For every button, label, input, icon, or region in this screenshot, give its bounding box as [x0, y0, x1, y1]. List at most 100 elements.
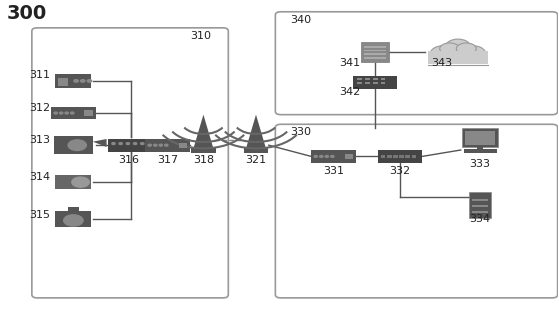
Bar: [244, 148, 268, 153]
Circle shape: [80, 80, 85, 82]
Bar: [178, 143, 187, 148]
Text: 300: 300: [6, 4, 46, 23]
Bar: [373, 78, 378, 80]
Bar: [364, 46, 386, 48]
Circle shape: [325, 155, 329, 157]
Text: 315: 315: [30, 210, 51, 220]
Circle shape: [456, 43, 476, 55]
Circle shape: [154, 144, 157, 146]
Circle shape: [64, 215, 83, 226]
Bar: [365, 78, 370, 80]
Bar: [357, 82, 362, 84]
Bar: [393, 154, 397, 158]
Bar: [361, 42, 389, 62]
Polygon shape: [193, 115, 214, 149]
Bar: [465, 131, 495, 145]
Circle shape: [446, 39, 470, 53]
Bar: [54, 136, 93, 154]
Bar: [381, 154, 386, 158]
Text: 310: 310: [190, 31, 211, 41]
Text: 343: 343: [431, 58, 452, 68]
Circle shape: [148, 144, 151, 146]
Bar: [477, 146, 483, 150]
Bar: [84, 111, 93, 116]
Text: 321: 321: [245, 155, 267, 165]
Circle shape: [134, 143, 137, 145]
Bar: [399, 154, 404, 158]
Bar: [191, 148, 216, 153]
Circle shape: [54, 112, 58, 114]
Text: 333: 333: [470, 160, 491, 169]
FancyBboxPatch shape: [276, 124, 558, 298]
Bar: [463, 149, 497, 152]
Bar: [344, 154, 353, 159]
Text: 331: 331: [323, 166, 344, 176]
Bar: [462, 127, 498, 147]
Circle shape: [87, 80, 92, 82]
Bar: [311, 150, 356, 163]
Bar: [364, 57, 386, 59]
Bar: [68, 207, 79, 212]
Bar: [472, 199, 489, 201]
Bar: [387, 154, 392, 158]
Bar: [58, 78, 68, 86]
Text: 332: 332: [389, 166, 410, 176]
Text: 316: 316: [118, 155, 139, 165]
Bar: [428, 51, 489, 64]
Circle shape: [159, 144, 163, 146]
Bar: [145, 139, 190, 152]
Bar: [472, 211, 489, 213]
Bar: [357, 78, 362, 80]
Circle shape: [72, 177, 89, 187]
Bar: [55, 211, 91, 227]
Bar: [55, 175, 91, 189]
Text: 334: 334: [470, 214, 491, 224]
Circle shape: [70, 112, 74, 114]
Polygon shape: [246, 115, 266, 149]
Circle shape: [65, 112, 68, 114]
Circle shape: [112, 143, 115, 145]
Text: 342: 342: [339, 87, 361, 97]
Bar: [378, 150, 422, 162]
Text: 340: 340: [290, 15, 311, 25]
Circle shape: [458, 46, 486, 62]
Bar: [381, 78, 386, 80]
Circle shape: [126, 143, 130, 145]
Circle shape: [74, 80, 78, 82]
Text: 318: 318: [193, 155, 214, 165]
Circle shape: [119, 143, 122, 145]
Circle shape: [320, 155, 323, 157]
Polygon shape: [93, 139, 107, 147]
Text: 312: 312: [30, 103, 51, 112]
FancyBboxPatch shape: [32, 28, 228, 298]
Circle shape: [440, 42, 476, 62]
Bar: [364, 49, 386, 51]
Circle shape: [68, 140, 87, 150]
Circle shape: [165, 144, 168, 146]
Bar: [472, 205, 489, 207]
Text: 317: 317: [157, 155, 178, 165]
Bar: [381, 82, 386, 84]
Circle shape: [314, 155, 318, 157]
Bar: [373, 82, 378, 84]
Circle shape: [59, 112, 63, 114]
Bar: [353, 76, 397, 89]
Bar: [405, 154, 410, 158]
Bar: [411, 154, 416, 158]
Bar: [51, 107, 96, 120]
Circle shape: [430, 46, 458, 62]
Text: 341: 341: [339, 58, 361, 68]
Circle shape: [440, 43, 459, 55]
Circle shape: [331, 155, 334, 157]
FancyBboxPatch shape: [276, 12, 558, 115]
Text: 330: 330: [290, 127, 311, 137]
Bar: [365, 82, 370, 84]
Bar: [364, 53, 386, 55]
Text: 311: 311: [30, 70, 51, 80]
Bar: [469, 192, 491, 217]
Circle shape: [141, 143, 144, 145]
Bar: [55, 74, 91, 88]
Bar: [108, 139, 149, 152]
Text: 313: 313: [30, 135, 51, 145]
Text: 314: 314: [30, 172, 51, 182]
